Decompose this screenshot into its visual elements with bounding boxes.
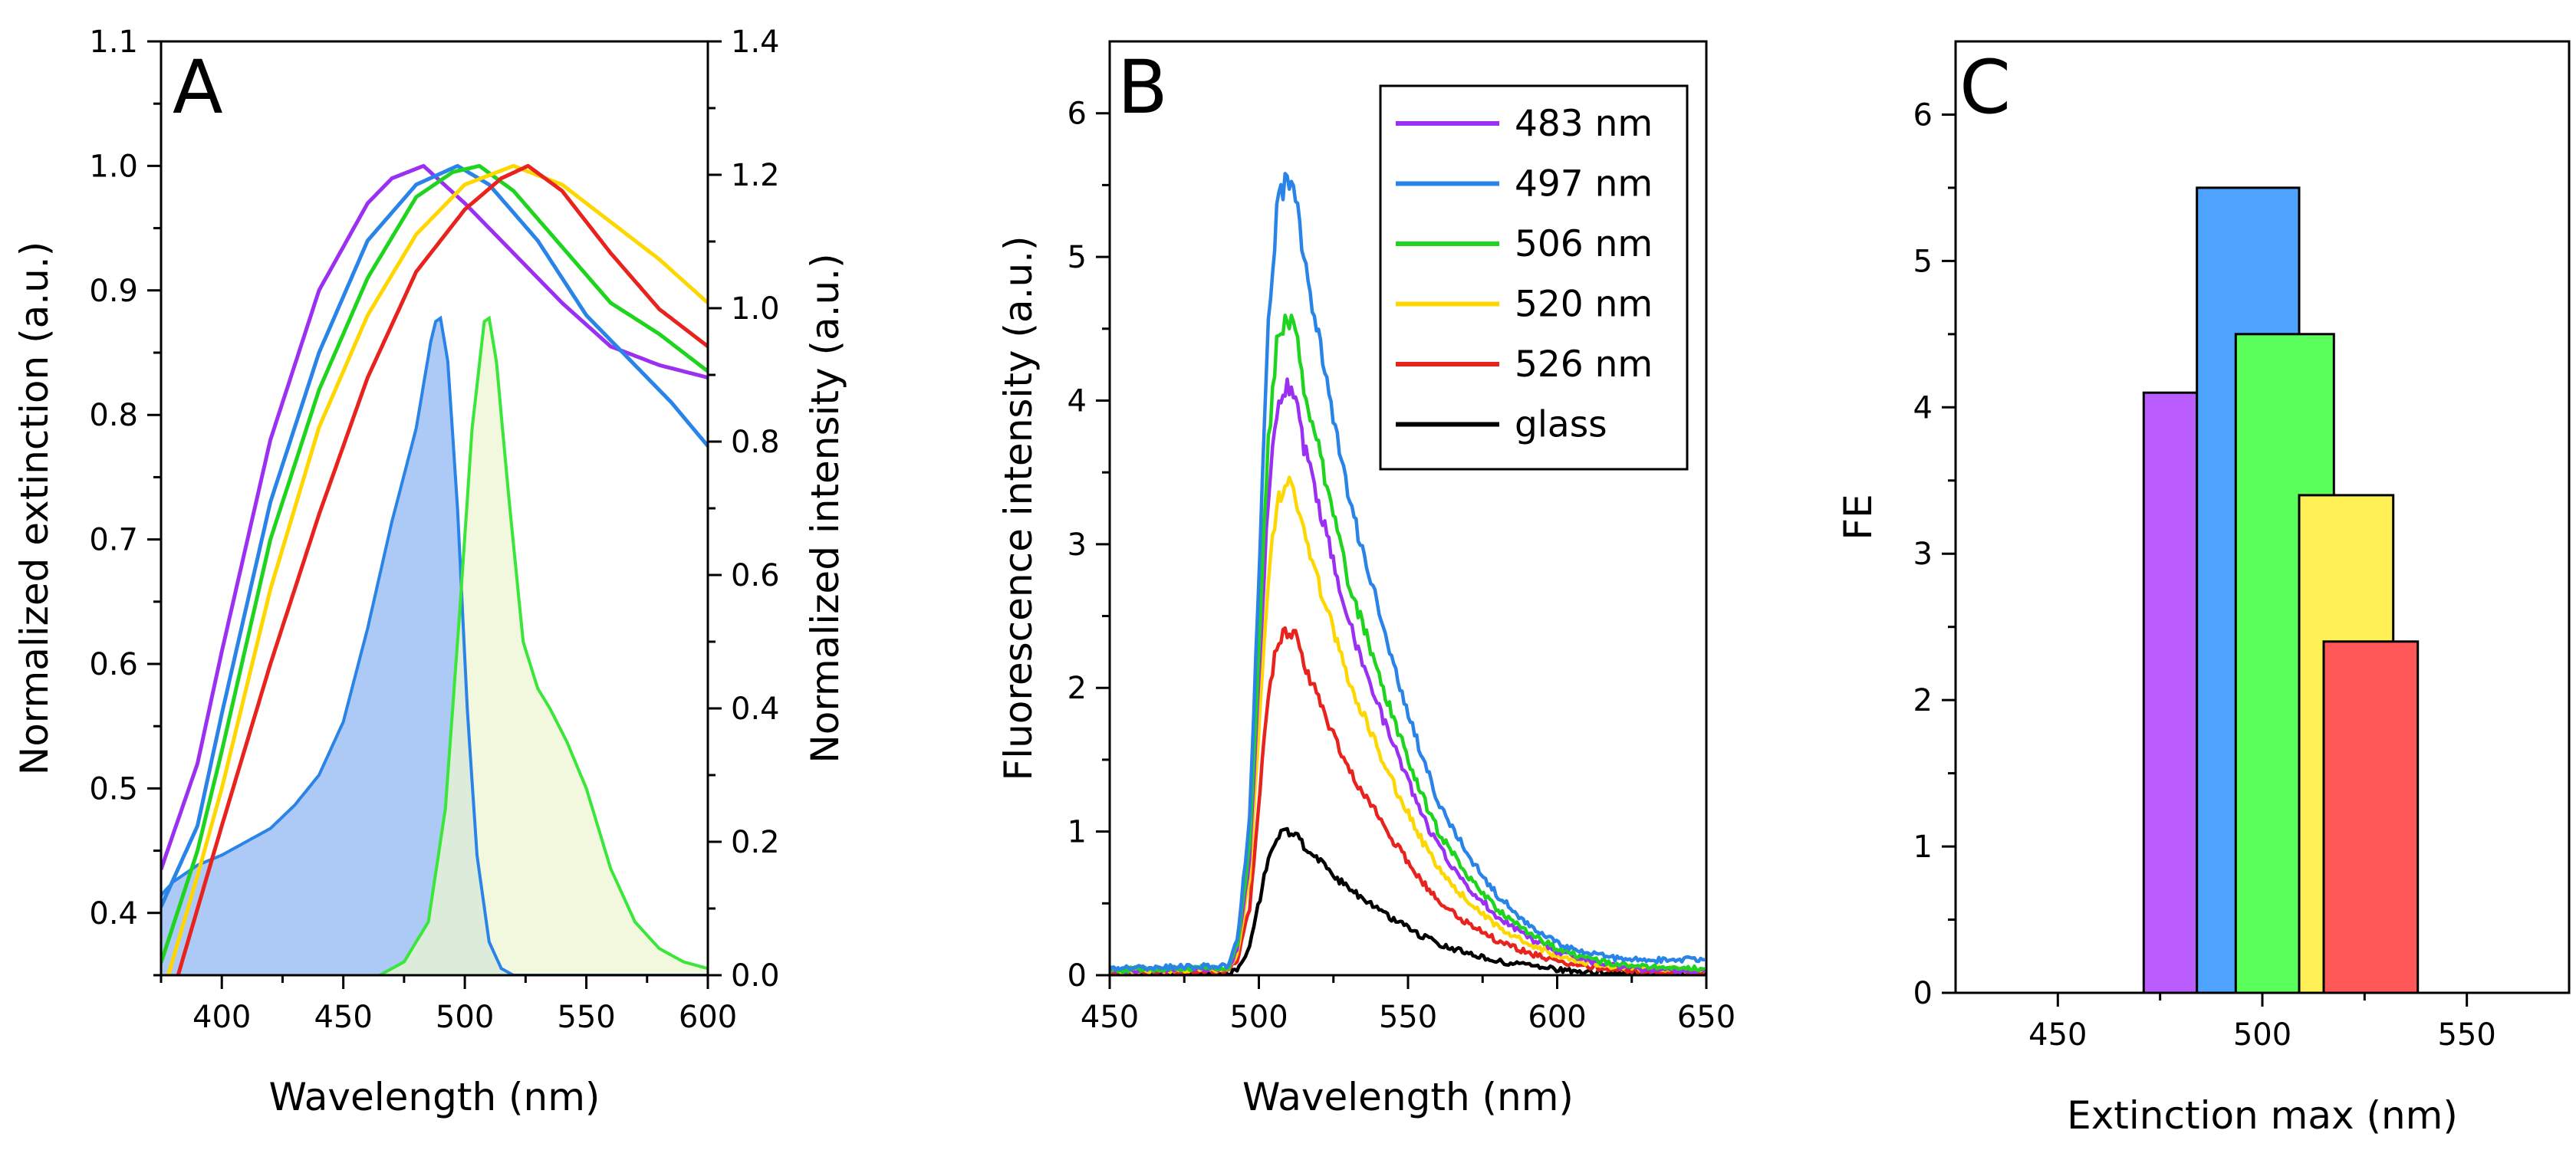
- panel-a-x-tick-label: 600: [679, 1000, 737, 1035]
- panel-c-x-tick-label: 500: [2233, 1017, 2291, 1053]
- panel-a-x-tick-label: 450: [314, 1000, 372, 1035]
- spectrum-line-497-nm: [1110, 172, 1706, 972]
- panel-a-y2-tick-label: 0.2: [731, 825, 780, 860]
- panel-c-y-axis-title: FE: [1836, 494, 1880, 540]
- panel-b-legend: 483 nm 497 nm 506 nm 520 nm 526 nm glass: [1379, 84, 1689, 471]
- panel-a-y2-tick-label: 1.2: [731, 158, 780, 193]
- panel-c-y-tick-label: 4: [1913, 390, 1933, 426]
- intensity-fill-absorption: [161, 318, 708, 975]
- panel-b-plot-area: [1110, 172, 1706, 975]
- panel-c-y-tick-label: 5: [1913, 244, 1933, 279]
- panel-b-x-tick-label: 450: [1081, 1000, 1139, 1035]
- legend-label-glass: glass: [1515, 404, 1607, 446]
- panel-c-y-tick-label: 3: [1913, 537, 1933, 572]
- panel-b-x-axis-title: Wavelength (nm): [1242, 1075, 1574, 1119]
- panel-a-y-tick-label: 0.4: [89, 896, 138, 932]
- legend-label-497-nm: 497 nm: [1515, 163, 1653, 205]
- extinction-line-526-nm: [176, 163, 708, 975]
- panel-a-letter: A: [173, 44, 223, 130]
- extinction-line-506-nm: [161, 163, 708, 964]
- panel-b-letter: B: [1117, 44, 1168, 130]
- panel-c-chart: 450 500 550 0 1 2 3 4 5 6 Extinction max (nm) FE C: [1836, 40, 2571, 1138]
- panel-c-y-tick-label: 0: [1913, 976, 1933, 1011]
- spectrum-line-glass: [1110, 826, 1706, 975]
- panel-a-y-axis-title: Normalized extinction (a.u.): [12, 242, 57, 775]
- panel-a-x-tick-label: 400: [192, 1000, 251, 1035]
- panel-b-y-tick-label: 4: [1068, 383, 1087, 419]
- panel-b-x-tick-label: 550: [1379, 1000, 1437, 1035]
- extinction-line-520-nm: [166, 163, 708, 975]
- panel-a-plot-area: [161, 163, 708, 975]
- panel-c-x-tick-label: 550: [2437, 1017, 2495, 1053]
- panel-a-y-tick-label: 1.1: [89, 25, 138, 60]
- panel-a-y-tick-label: 1.0: [89, 149, 138, 184]
- panel-a-y2-tick-label: 0.6: [731, 558, 780, 593]
- panel-a-y2-axis-title: Normalized intensity (a.u.): [803, 253, 847, 763]
- panel-b-y-axis-title: Fluorescence intensity (a.u.): [996, 235, 1041, 780]
- panel-b-x-tick-label: 650: [1677, 1000, 1735, 1035]
- intensity-fill-emission: [380, 318, 708, 975]
- legend-label-520-nm: 520 nm: [1515, 284, 1653, 326]
- panel-a-x-axis-title: Wavelength (nm): [269, 1075, 600, 1119]
- legend-label-506-nm: 506 nm: [1515, 223, 1653, 265]
- legend-label-526-nm: 526 nm: [1515, 343, 1653, 386]
- panel-a-x-tick-label: 500: [436, 1000, 494, 1035]
- panel-a-chart: 400 450 500 550 600 0.4 0.5 0.6 0.7 0.8 0.9 1.0 1.1 0…: [12, 25, 847, 1119]
- panel-b-x-tick-label: 500: [1229, 1000, 1288, 1035]
- panel-c-x-axis-title: Extinction max (nm): [2067, 1093, 2458, 1138]
- panel-a-y2-tick-label: 1.0: [731, 291, 780, 327]
- panel-b-chart: 450 500 550 600 650 0 1 2 3 4 5 6 Wavelength (nm) Flu…: [996, 40, 1735, 1119]
- panel-b-y-tick-label: 0: [1068, 958, 1087, 994]
- spectrum-line-520-nm: [1110, 475, 1706, 975]
- panel-c-y-tick-label: 1: [1913, 830, 1933, 865]
- panel-a-y-tick-label: 0.8: [89, 398, 138, 433]
- fe-bar-483-nm: [2142, 391, 2199, 994]
- legend-label-483-nm: 483 nm: [1515, 103, 1653, 145]
- panel-a-y2-tick-label: 1.4: [731, 25, 780, 60]
- panel-a-y-tick-label: 0.9: [89, 274, 138, 309]
- panel-b-y-tick-label: 6: [1068, 97, 1087, 132]
- extinction-line-497-nm: [161, 163, 708, 908]
- panel-c-letter: C: [1959, 44, 2011, 130]
- panel-b-y-tick-label: 3: [1068, 527, 1087, 563]
- panel-a-y-tick-label: 0.6: [89, 647, 138, 682]
- panel-b-y-tick-label: 1: [1068, 815, 1087, 850]
- panel-a-x-tick-label: 550: [557, 1000, 615, 1035]
- panel-a-y-tick-label: 0.5: [89, 771, 138, 807]
- panel-a-y2-tick-label: 0.0: [731, 958, 780, 994]
- panel-b-x-tick-label: 600: [1528, 1000, 1586, 1035]
- intensity-line-emission: [379, 315, 708, 975]
- panel-c-y-tick-label: 6: [1913, 97, 1933, 133]
- panel-a-y2-tick-label: 0.8: [731, 425, 780, 460]
- panel-c-y-tick-label: 2: [1913, 683, 1933, 718]
- panel-c-x-tick-label: 450: [2028, 1017, 2087, 1053]
- panel-a-y-tick-label: 0.7: [89, 523, 138, 558]
- panel-b-y-tick-label: 5: [1068, 240, 1087, 275]
- legend-box: [1379, 84, 1689, 471]
- fe-bar-526-nm: [2322, 640, 2420, 994]
- panel-b-y-tick-label: 2: [1068, 671, 1087, 706]
- intensity-line-absorption: [161, 315, 708, 975]
- panel-a-y2-tick-label: 0.4: [731, 692, 780, 727]
